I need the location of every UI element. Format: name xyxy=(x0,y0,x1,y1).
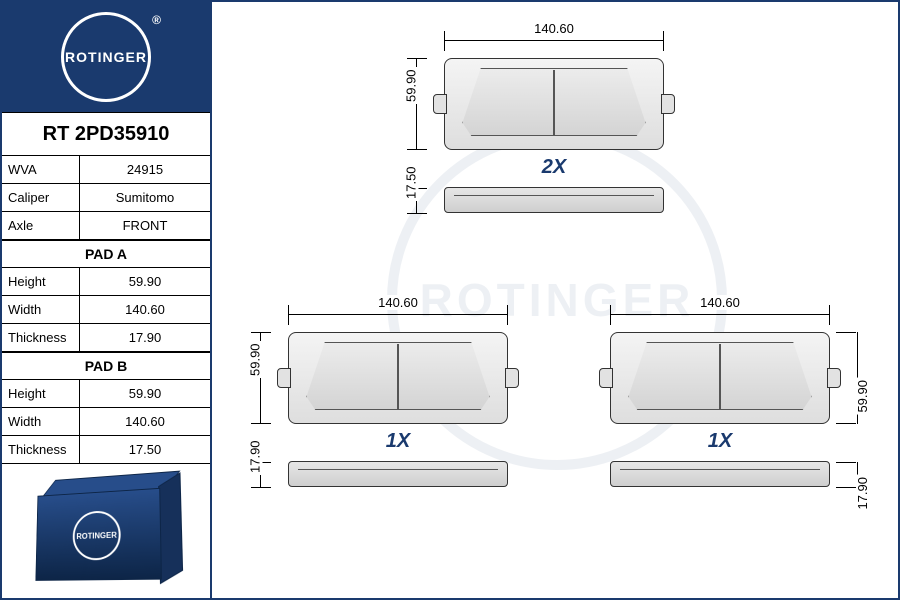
spec-row: Thickness 17.90 xyxy=(2,324,210,352)
spec-value: 140.60 xyxy=(80,296,210,323)
spec-row: Width 140.60 xyxy=(2,408,210,436)
dimension-width: 140.60 xyxy=(444,40,664,52)
package-logo: ROTINGER xyxy=(73,510,121,561)
brand-logo-text: ROTINGER xyxy=(61,12,151,102)
spec-row: Thickness 17.50 xyxy=(2,436,210,464)
dimension-label: 140.60 xyxy=(532,21,576,36)
dimension-label: 140.60 xyxy=(698,295,742,310)
spec-row: Width 140.60 xyxy=(2,296,210,324)
pad-b-header: PAD B xyxy=(2,352,210,380)
pad-edge-view xyxy=(444,187,664,213)
spec-value: 24915 xyxy=(80,156,210,183)
dimension-label: 59.90 xyxy=(248,341,263,378)
spec-key: Thickness xyxy=(2,324,80,351)
spec-key: Caliper xyxy=(2,184,80,211)
spec-value: 59.90 xyxy=(80,380,210,407)
dimension-label: 140.60 xyxy=(376,295,420,310)
pad-face-view xyxy=(610,332,830,424)
dimension-label: 59.90 xyxy=(856,378,871,415)
pad-edge-view xyxy=(288,461,508,487)
spec-value: 17.90 xyxy=(80,324,210,351)
dimension-thickness: 17.90 xyxy=(260,462,272,488)
spec-value: 140.60 xyxy=(80,408,210,435)
pad-diagram-bottom-left: 140.60 59.90 1X 17.90 xyxy=(288,332,508,487)
spec-row: Caliper Sumitomo xyxy=(2,184,210,212)
spec-row: WVA 24915 xyxy=(2,156,210,184)
spec-value: 17.50 xyxy=(80,436,210,463)
dimension-width: 140.60 xyxy=(288,314,508,326)
technical-drawing: ROTINGER 140.60 59.90 2X 17.50 140.60 59… xyxy=(214,2,900,598)
pad-face-view xyxy=(288,332,508,424)
spec-key: Height xyxy=(2,268,80,295)
spec-key: Width xyxy=(2,296,80,323)
dimension-label: 17.90 xyxy=(248,438,263,475)
pad-a-header: PAD A xyxy=(2,240,210,268)
spec-value: FRONT xyxy=(80,212,210,239)
spec-panel: ROTINGER RT 2PD35910 WVA 24915 Caliper S… xyxy=(2,2,212,598)
spec-key: Axle xyxy=(2,212,80,239)
pad-diagram-top: 140.60 59.90 2X 17.50 xyxy=(444,58,664,213)
dimension-height: 59.90 xyxy=(416,58,428,150)
package-illustration: ROTINGER xyxy=(2,464,210,598)
brand-logo: ROTINGER xyxy=(2,2,210,112)
spec-value: 59.90 xyxy=(80,268,210,295)
spec-row: Axle FRONT xyxy=(2,212,210,240)
pad-diagram-bottom-right: 140.60 59.90 1X 17.90 xyxy=(610,332,830,487)
dimension-width: 140.60 xyxy=(610,314,830,326)
spec-value: Sumitomo xyxy=(80,184,210,211)
dimension-label: 17.50 xyxy=(404,164,419,201)
spec-row: Height 59.90 xyxy=(2,268,210,296)
dimension-height: 59.90 xyxy=(846,332,858,424)
spec-row: Height 59.90 xyxy=(2,380,210,408)
pad-quantity: 1X xyxy=(610,430,830,453)
dimension-label: 59.90 xyxy=(404,67,419,104)
pad-edge-view xyxy=(610,461,830,487)
dimension-thickness: 17.90 xyxy=(846,462,858,488)
pad-quantity: 1X xyxy=(288,430,508,453)
dimension-thickness: 17.50 xyxy=(416,188,428,214)
pad-face-view xyxy=(444,58,664,150)
dimension-height: 59.90 xyxy=(260,332,272,424)
spec-key: Width xyxy=(2,408,80,435)
spec-key: WVA xyxy=(2,156,80,183)
pad-quantity: 2X xyxy=(444,156,664,179)
part-number: RT 2PD35910 xyxy=(2,112,210,156)
spec-key: Height xyxy=(2,380,80,407)
spec-key: Thickness xyxy=(2,436,80,463)
dimension-label: 17.90 xyxy=(856,475,871,512)
